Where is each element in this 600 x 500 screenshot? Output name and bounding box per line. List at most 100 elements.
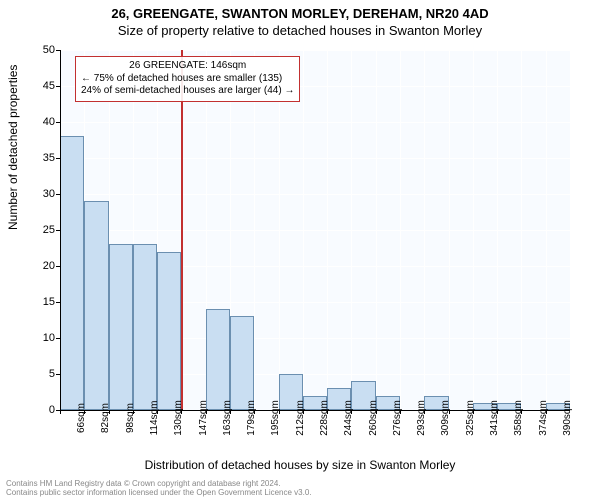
histogram-bar — [109, 244, 133, 410]
xtick-label: 163sqm — [222, 400, 233, 436]
gridline-v — [303, 50, 304, 410]
xtick-label: 390sqm — [562, 400, 573, 436]
xtick — [424, 410, 425, 414]
xtick-label: 130sqm — [173, 400, 184, 436]
xtick — [351, 410, 352, 414]
xtick-label: 82sqm — [100, 403, 111, 433]
ytick — [56, 374, 60, 375]
xtick-label: 260sqm — [368, 400, 379, 436]
gridline-h — [60, 122, 570, 123]
ytick-label: 35 — [25, 152, 55, 164]
ytick — [56, 50, 60, 51]
ytick — [56, 266, 60, 267]
xtick — [230, 410, 231, 414]
gridline-v — [546, 50, 547, 410]
xtick-label: 66sqm — [76, 403, 87, 433]
histogram-bar — [230, 316, 254, 410]
gridline-h — [60, 158, 570, 159]
xtick-label: 276sqm — [392, 400, 403, 436]
xtick-label: 244sqm — [343, 400, 354, 436]
ytick-label: 20 — [25, 260, 55, 272]
xtick-label: 325sqm — [465, 400, 476, 436]
footer-line2: Contains public sector information licen… — [6, 489, 312, 498]
gridline-v — [279, 50, 280, 410]
gridline-v — [351, 50, 352, 410]
histogram-bar — [60, 136, 84, 410]
xtick — [60, 410, 61, 414]
xtick-label: 228sqm — [319, 400, 330, 436]
histogram-bar — [133, 244, 157, 410]
gridline-v — [570, 50, 571, 410]
ytick — [56, 86, 60, 87]
xtick — [206, 410, 207, 414]
ytick-label: 45 — [25, 80, 55, 92]
property-marker-line — [181, 50, 183, 410]
gridline-h — [60, 194, 570, 195]
xtick — [181, 410, 182, 414]
annotation-line3: 24% of semi-detached houses are larger (… — [81, 85, 294, 98]
ytick-label: 0 — [25, 404, 55, 416]
ytick — [56, 122, 60, 123]
xtick-label: 98sqm — [125, 403, 136, 433]
xtick-label: 374sqm — [538, 400, 549, 436]
xtick-label: 212sqm — [295, 400, 306, 436]
xtick — [279, 410, 280, 414]
xtick-label: 341sqm — [489, 400, 500, 436]
xtick — [546, 410, 547, 414]
histogram-bar — [84, 201, 108, 410]
gridline-h — [60, 230, 570, 231]
xtick-label: 147sqm — [198, 400, 209, 436]
gridline-v — [497, 50, 498, 410]
y-axis-line — [60, 50, 61, 410]
x-axis-label: Distribution of detached houses by size … — [0, 458, 600, 472]
gridline-v — [473, 50, 474, 410]
gridline-v — [424, 50, 425, 410]
annotation-line1: 26 GREENGATE: 146sqm — [81, 60, 294, 73]
ytick — [56, 302, 60, 303]
xtick — [449, 410, 450, 414]
xtick — [303, 410, 304, 414]
ytick — [56, 338, 60, 339]
footer-attribution: Contains HM Land Registry data © Crown c… — [6, 480, 312, 498]
annotation-box: 26 GREENGATE: 146sqm← 75% of detached ho… — [75, 56, 300, 102]
ytick-label: 5 — [25, 368, 55, 380]
annotation-line2: ← 75% of detached houses are smaller (13… — [81, 73, 294, 86]
gridline-v — [449, 50, 450, 410]
ytick — [56, 194, 60, 195]
gridline-v — [376, 50, 377, 410]
xtick — [254, 410, 255, 414]
ytick-label: 40 — [25, 116, 55, 128]
xtick — [157, 410, 158, 414]
xtick — [400, 410, 401, 414]
gridline-h — [60, 50, 570, 51]
ytick-label: 10 — [25, 332, 55, 344]
xtick — [133, 410, 134, 414]
xtick-label: 114sqm — [149, 401, 160, 436]
xtick — [376, 410, 377, 414]
gridline-v — [254, 50, 255, 410]
plot-area: 26 GREENGATE: 146sqm← 75% of detached ho… — [60, 50, 570, 410]
xtick — [497, 410, 498, 414]
xtick-label: 293sqm — [416, 400, 427, 436]
ytick-label: 50 — [25, 44, 55, 56]
chart-title-main: 26, GREENGATE, SWANTON MORLEY, DEREHAM, … — [0, 0, 600, 21]
xtick-label: 195sqm — [270, 400, 281, 436]
xtick — [109, 410, 110, 414]
ytick — [56, 230, 60, 231]
xtick — [327, 410, 328, 414]
xtick — [84, 410, 85, 414]
histogram-bar — [206, 309, 230, 410]
xtick-label: 358sqm — [513, 400, 524, 436]
ytick-label: 30 — [25, 188, 55, 200]
ytick-label: 15 — [25, 296, 55, 308]
y-axis-label: Number of detached properties — [6, 65, 20, 230]
xtick — [521, 410, 522, 414]
ytick-label: 25 — [25, 224, 55, 236]
gridline-v — [521, 50, 522, 410]
gridline-v — [400, 50, 401, 410]
xtick — [473, 410, 474, 414]
chart-title-sub: Size of property relative to detached ho… — [0, 21, 600, 38]
gridline-v — [327, 50, 328, 410]
ytick — [56, 158, 60, 159]
xtick-label: 309sqm — [440, 400, 451, 436]
